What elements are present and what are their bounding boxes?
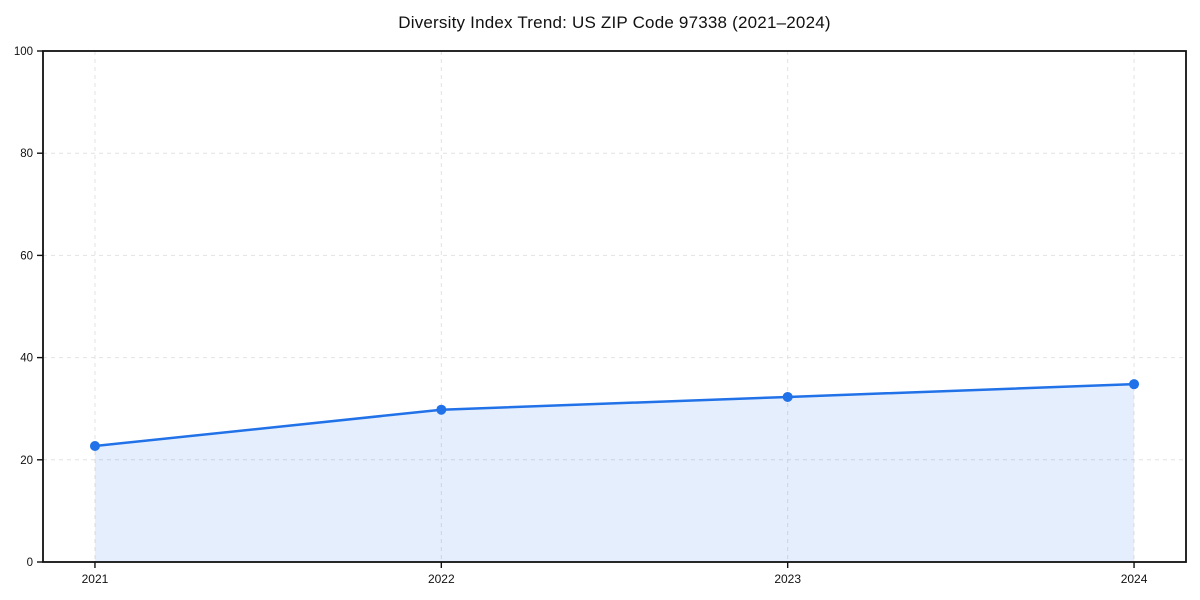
trend-line [93, 382, 1136, 448]
data-point-marker [782, 391, 793, 402]
x-tick-label: 2024 [1121, 572, 1148, 586]
data-point-marker [436, 404, 447, 415]
y-tick-label: 0 [27, 557, 33, 569]
data-point-marker [89, 441, 100, 452]
y-tick-label: 40 [20, 353, 33, 365]
y-tick-label: 80 [20, 148, 33, 160]
y-tick-label: 60 [20, 250, 33, 262]
y-tick-label: 20 [20, 455, 33, 467]
y-tick-label: 100 [14, 46, 33, 58]
data-point-marker [1129, 379, 1140, 390]
x-tick-label: 2021 [82, 572, 109, 586]
plot-border [42, 50, 1187, 563]
x-tick-label: 2022 [428, 572, 455, 586]
x-tick-label: 2023 [774, 572, 801, 586]
area-fill [94, 384, 1135, 562]
chart-title: Diversity Index Trend: US ZIP Code 97338… [398, 13, 831, 32]
